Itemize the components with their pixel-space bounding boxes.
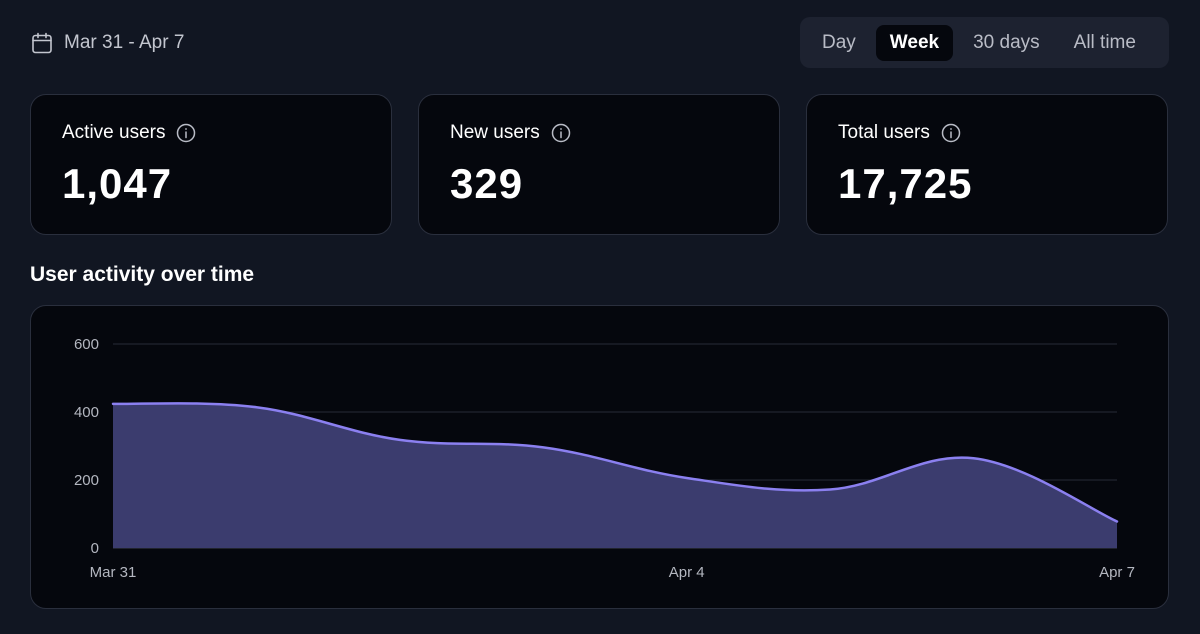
x-tick-label: Mar 31 <box>90 564 137 581</box>
section-title: User activity over time <box>30 263 255 286</box>
tab-30-days[interactable]: 30 days <box>973 31 1040 53</box>
stat-value: 1,047 <box>62 160 173 207</box>
range-tabs: Day Week 30 days All time <box>800 17 1169 68</box>
y-tick-label: 600 <box>74 336 99 353</box>
activity-chart: 0 200 400 600 Mar 31 Apr 4 Apr 7 <box>30 305 1169 609</box>
series-area-active-users <box>113 403 1117 548</box>
stat-card-total-users: Total users 17,725 <box>806 94 1168 235</box>
date-range[interactable]: Mar 31 - Apr 7 <box>30 28 184 58</box>
y-tick-label: 200 <box>74 472 99 489</box>
info-icon[interactable] <box>941 123 961 143</box>
info-icon[interactable] <box>551 123 571 143</box>
date-range-label: Mar 31 - Apr 7 <box>64 32 185 53</box>
info-icon[interactable] <box>176 123 196 143</box>
stat-card-active-users: Active users 1,047 <box>30 94 392 235</box>
stat-value: 329 <box>450 160 524 207</box>
tab-week[interactable]: Week <box>875 24 954 61</box>
y-tick-label: 0 <box>91 540 99 557</box>
x-tick-label: Apr 7 <box>1099 564 1135 581</box>
activity-chart-svg: 0 200 400 600 Mar 31 Apr 4 Apr 7 <box>74 336 1135 581</box>
calendar-icon <box>30 31 54 55</box>
stat-label: Total users <box>838 122 930 143</box>
stat-label: Active users <box>62 122 166 143</box>
tab-day[interactable]: Day <box>822 31 856 53</box>
stat-value: 17,725 <box>838 160 973 207</box>
stat-card-new-users: New users 329 <box>418 94 780 235</box>
series-line-active-users <box>111 402 1119 523</box>
x-tick-label: Apr 4 <box>669 564 705 581</box>
y-tick-label: 400 <box>74 404 99 421</box>
tab-all-time[interactable]: All time <box>1073 31 1136 53</box>
stat-label: New users <box>450 122 540 143</box>
